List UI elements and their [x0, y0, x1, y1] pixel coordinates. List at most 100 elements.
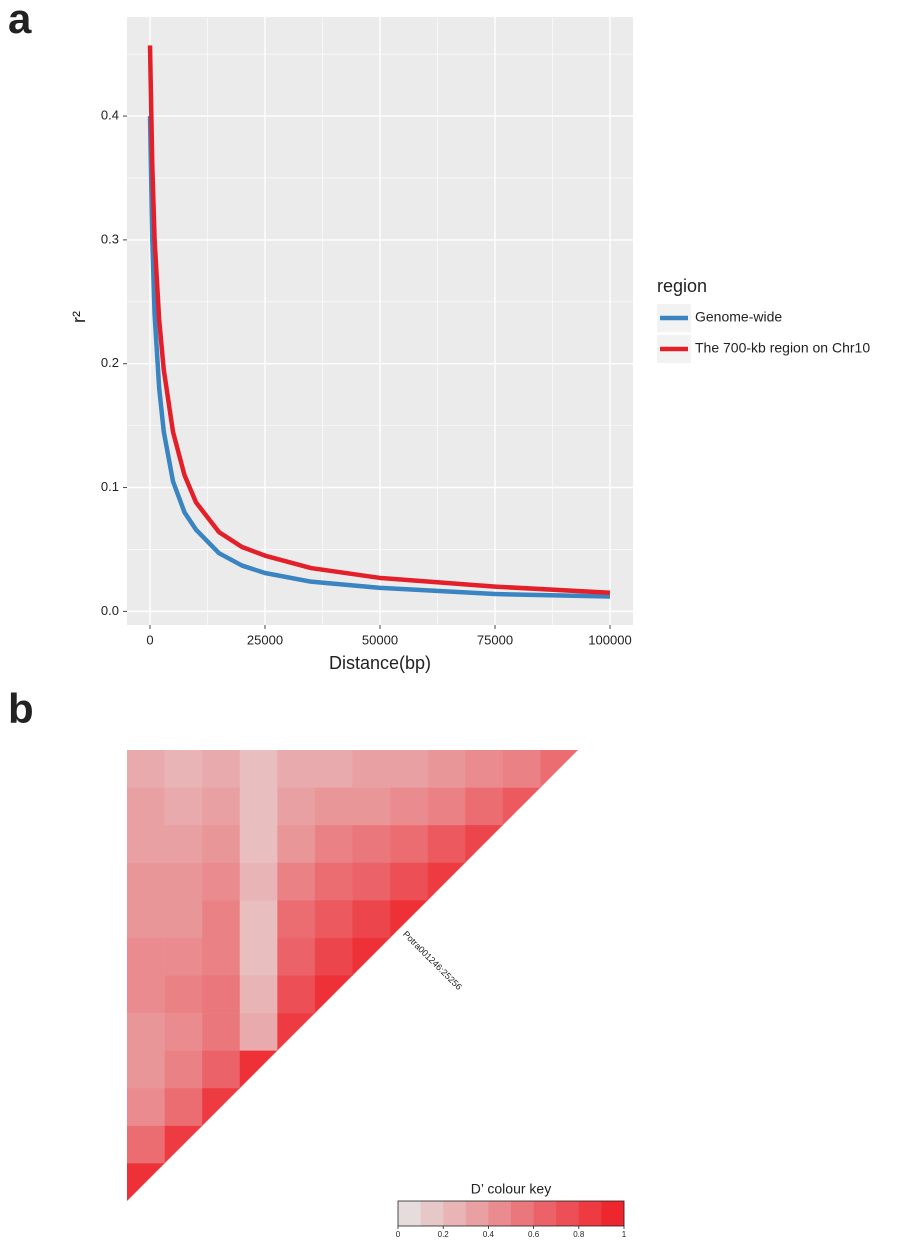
- ld-cell: [390, 900, 428, 938]
- ld-cell: [202, 825, 241, 864]
- ld-cell: [427, 787, 466, 826]
- ld-cell: [239, 862, 278, 901]
- ld-cell: [427, 750, 466, 788]
- colour-key-block: [398, 1201, 421, 1226]
- y-axis-title: r²: [69, 311, 89, 323]
- colour-key-block: [488, 1201, 512, 1226]
- x-tick-label: 0: [146, 632, 153, 647]
- ld-cell: [127, 825, 165, 864]
- ld-cell: [164, 750, 203, 788]
- colour-key-block: [443, 1201, 467, 1226]
- ld-cell: [164, 825, 203, 864]
- panel-label: a: [8, 0, 32, 42]
- colour-key-block: [511, 1201, 534, 1226]
- y-tick-label: 0.1: [101, 479, 119, 494]
- x-tick-label: 100000: [588, 632, 631, 647]
- ld-cell: [127, 750, 165, 788]
- series-line: [147, 45, 611, 596]
- y-tick-label: 0.0: [101, 603, 119, 618]
- ld-cell: [202, 787, 241, 826]
- ld-cell: [314, 750, 353, 788]
- ld-cell: [164, 1088, 203, 1127]
- ld-cell: [277, 1013, 315, 1051]
- legend-label: The 700-kb region on Chr10: [695, 340, 870, 356]
- x-tick-label: 50000: [362, 632, 398, 647]
- ld-cell: [390, 750, 428, 788]
- x-tick-label: 75000: [477, 632, 513, 647]
- ld-cell: [202, 900, 241, 939]
- ld-cell: [239, 825, 278, 864]
- colour-key-block: [420, 1201, 444, 1226]
- ld-cell: [502, 787, 541, 826]
- y-tick-label: 0.3: [101, 231, 119, 246]
- ld-cell: [352, 787, 391, 826]
- colour-key-block: [465, 1201, 489, 1226]
- legend-label: Genome-wide: [695, 309, 782, 325]
- ld-cell: [277, 937, 316, 976]
- colour-key-block: [533, 1201, 557, 1226]
- colour-key-block: [601, 1201, 625, 1226]
- ld-cell: [465, 825, 503, 863]
- ld-cell: [352, 937, 391, 976]
- ld-cell: [390, 787, 428, 826]
- ld-cell: [127, 1050, 165, 1089]
- ld-cell: [127, 1088, 165, 1127]
- ld-cell: [202, 937, 241, 976]
- ld-cell: [239, 1050, 278, 1089]
- ld-cell: [164, 787, 203, 826]
- colour-key-tick-label: 0.2: [438, 1230, 450, 1239]
- ld-cell: [164, 937, 203, 976]
- ld-cell: [314, 900, 353, 939]
- ld-cell: [390, 825, 428, 864]
- colour-key-tick-label: 1: [622, 1230, 627, 1239]
- ld-cell: [277, 975, 316, 1014]
- ld-cell: [239, 750, 278, 788]
- ld-cell: [277, 825, 316, 864]
- colour-key-tick-label: 0.4: [483, 1230, 495, 1239]
- ld-cell: [277, 862, 316, 901]
- x-tick-label: 25000: [247, 632, 283, 647]
- ld-cell: [239, 787, 278, 826]
- ld-cell: [164, 1125, 203, 1164]
- ld-cell: [314, 975, 353, 1014]
- legend-title: region: [657, 276, 707, 296]
- ld-cell: [502, 750, 541, 788]
- ld-cell: [202, 862, 241, 901]
- colour-key-frame: [397, 1200, 625, 1227]
- ld-cell: [239, 900, 278, 939]
- ld-cell: [465, 750, 504, 788]
- ld-cell: [277, 787, 316, 826]
- ld-cell: [465, 787, 504, 826]
- ld-cell: [127, 937, 165, 976]
- ld-cell: [352, 825, 391, 864]
- x-axis-title: Distance(bp): [329, 653, 431, 673]
- ld-cell: [390, 862, 428, 901]
- ld-cell: [352, 750, 391, 788]
- ld-cell: [164, 1013, 203, 1051]
- ld-cell: [164, 975, 203, 1014]
- ld-cell: [314, 937, 353, 976]
- y-tick-label: 0.2: [101, 355, 119, 370]
- ld-cell: [202, 975, 241, 1014]
- ld-cell: [202, 1088, 240, 1126]
- ld-cell: [164, 900, 203, 939]
- ld-cell: [239, 1013, 278, 1051]
- ld-cell: [277, 900, 316, 939]
- ld-cell: [540, 750, 578, 788]
- ld-cell: [164, 862, 203, 901]
- colour-key-title: D’ colour key: [471, 1181, 551, 1197]
- ld-cell: [314, 787, 353, 826]
- annotation: Potra001246:25256: [401, 929, 464, 992]
- colour-key-tick-label: 0.6: [528, 1230, 540, 1239]
- colour-key-tick-label: 0: [396, 1230, 401, 1239]
- ld-cell: [127, 1013, 165, 1051]
- ld-cell: [202, 1013, 241, 1051]
- ld-cell: [202, 1050, 241, 1089]
- panel-label: b: [8, 685, 34, 732]
- ld-cell: [164, 1050, 203, 1089]
- colour-key-block: [578, 1201, 602, 1226]
- ld-cell: [314, 862, 353, 901]
- colour-key-block: [556, 1201, 580, 1226]
- ld-cell: [427, 862, 466, 901]
